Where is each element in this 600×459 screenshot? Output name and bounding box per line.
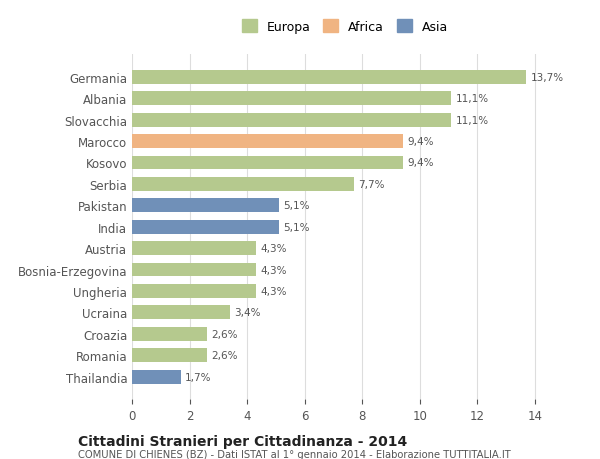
Bar bbox=[132, 199, 279, 213]
Bar bbox=[132, 71, 526, 84]
Text: 5,1%: 5,1% bbox=[283, 222, 310, 232]
Bar bbox=[132, 348, 207, 362]
Bar bbox=[132, 156, 403, 170]
Text: 13,7%: 13,7% bbox=[530, 73, 564, 83]
Text: 4,3%: 4,3% bbox=[260, 265, 287, 275]
Text: 4,3%: 4,3% bbox=[260, 244, 287, 253]
Bar bbox=[132, 113, 451, 127]
Text: Cittadini Stranieri per Cittadinanza - 2014: Cittadini Stranieri per Cittadinanza - 2… bbox=[78, 434, 407, 448]
Bar bbox=[132, 241, 256, 256]
Bar bbox=[132, 370, 181, 384]
Text: COMUNE DI CHIENES (BZ) - Dati ISTAT al 1° gennaio 2014 - Elaborazione TUTTITALIA: COMUNE DI CHIENES (BZ) - Dati ISTAT al 1… bbox=[78, 449, 511, 459]
Bar bbox=[132, 92, 451, 106]
Bar bbox=[132, 178, 353, 191]
Bar bbox=[132, 220, 279, 234]
Text: 7,7%: 7,7% bbox=[358, 179, 385, 190]
Text: 2,6%: 2,6% bbox=[211, 329, 238, 339]
Bar bbox=[132, 263, 256, 277]
Text: 11,1%: 11,1% bbox=[456, 94, 489, 104]
Bar bbox=[132, 327, 207, 341]
Bar bbox=[132, 135, 403, 149]
Legend: Europa, Africa, Asia: Europa, Africa, Asia bbox=[242, 20, 448, 34]
Text: 4,3%: 4,3% bbox=[260, 286, 287, 296]
Text: 1,7%: 1,7% bbox=[185, 372, 212, 382]
Text: 9,4%: 9,4% bbox=[407, 137, 433, 147]
Text: 5,1%: 5,1% bbox=[283, 201, 310, 211]
Text: 2,6%: 2,6% bbox=[211, 350, 238, 360]
Bar bbox=[132, 284, 256, 298]
Text: 9,4%: 9,4% bbox=[407, 158, 433, 168]
Bar bbox=[132, 306, 230, 319]
Text: 11,1%: 11,1% bbox=[456, 115, 489, 125]
Text: 3,4%: 3,4% bbox=[234, 308, 260, 318]
